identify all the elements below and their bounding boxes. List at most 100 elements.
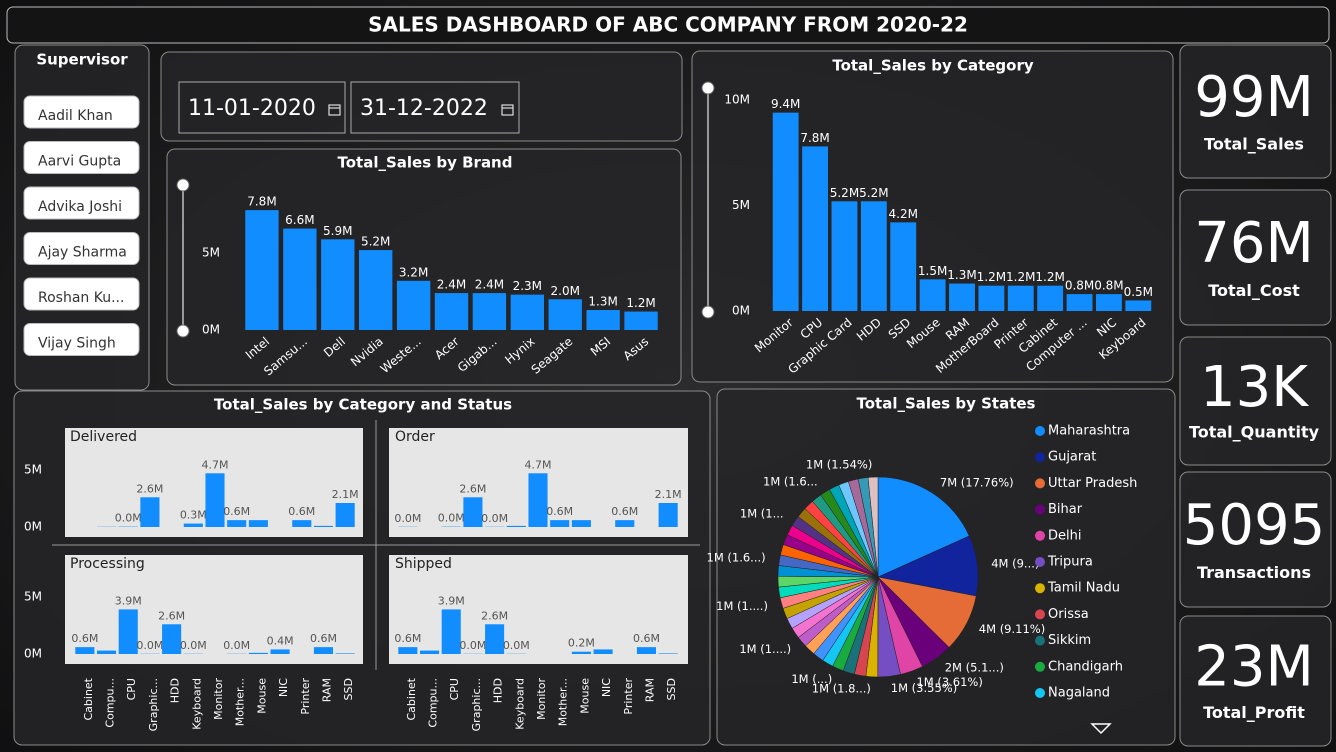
slicer-button[interactable] <box>23 141 140 174</box>
x-tick-label: Graphic... <box>147 678 160 731</box>
bar <box>472 293 507 330</box>
x-tick-label: RAM <box>643 678 656 702</box>
legend-marker <box>1035 661 1045 672</box>
bar <box>802 146 829 311</box>
data-label: 0.8M <box>1065 279 1094 293</box>
facet-title: Shipped <box>395 556 452 572</box>
legend-label: Tamil Nadu <box>1047 581 1120 596</box>
date-box[interactable] <box>350 81 520 134</box>
legend-label: Nagaland <box>1048 686 1110 701</box>
slicer-item: Advika Joshi <box>38 199 122 215</box>
slider-handle[interactable] <box>176 324 190 338</box>
slicer-button[interactable] <box>23 277 140 311</box>
legend-label: Tripura <box>1047 555 1093 570</box>
data-label: 4.7M <box>525 458 552 471</box>
pie-label: 1M (3.55%) <box>891 681 957 695</box>
legend-label: Chandigarh <box>1048 659 1123 674</box>
y-tick-label: 0M <box>202 323 220 337</box>
slicer-button[interactable] <box>23 186 140 220</box>
data-label: 1.3M <box>588 295 617 309</box>
legend-scroll[interactable] <box>1090 723 1112 735</box>
x-tick-label: Graphic... <box>470 678 483 731</box>
bar <box>270 649 290 654</box>
kpi-value: 99M <box>1194 65 1314 130</box>
data-label: 1.2M <box>977 270 1006 284</box>
data-label: 1.2M <box>1006 270 1035 284</box>
data-label: 6.6M <box>285 213 314 227</box>
data-label: 0.6M <box>611 505 638 518</box>
slicer-item: Roshan Ku... <box>38 290 124 306</box>
legend-marker <box>1035 478 1045 489</box>
data-label: 0.0M <box>481 512 508 525</box>
data-label: 2.1M <box>332 488 359 501</box>
legend-label: Delhi <box>1048 528 1081 543</box>
y-tick-label: 5M <box>202 246 220 260</box>
x-tick-label: Mouse <box>255 678 268 714</box>
data-label: 1.2M <box>626 296 655 310</box>
legend-label: Maharashtra <box>1048 424 1130 439</box>
bar <box>548 299 582 330</box>
slider-handle[interactable] <box>701 81 715 95</box>
x-tick-label: SSD <box>665 678 678 700</box>
bar <box>313 647 334 654</box>
pie-label: 7M (17.76%) <box>940 475 1014 489</box>
x-tick-label: HDD <box>169 678 182 703</box>
bar <box>1007 285 1034 311</box>
x-tick-label: Cabinet <box>82 677 95 720</box>
y-tick-label: 5M <box>732 198 750 212</box>
data-label: 1.5M <box>918 264 947 278</box>
x-tick-label: Keyboard <box>190 678 203 730</box>
slicer-button[interactable] <box>23 232 140 265</box>
data-label: 0.6M <box>223 505 250 518</box>
bar <box>245 210 279 330</box>
pie-label: 4M (9...) <box>991 557 1039 571</box>
x-tick-label: Compu... <box>427 678 440 728</box>
x-tick-label: SSD <box>342 678 355 700</box>
data-label: 0.3M <box>180 509 207 522</box>
y-tick-label: 0M <box>732 304 750 318</box>
pie-label: 1M (1.8...) <box>812 681 871 695</box>
bar <box>485 624 505 654</box>
x-tick-label: Printer <box>299 678 312 715</box>
bar <box>283 228 317 330</box>
data-label: 0.5M <box>1124 285 1153 299</box>
legend-label: Bihar <box>1048 502 1083 517</box>
data-label: 0.0M <box>115 512 142 525</box>
slider-handle[interactable] <box>701 305 715 319</box>
x-tick-label: Keyboard <box>513 678 526 730</box>
bar <box>463 497 483 527</box>
legend-marker <box>1035 530 1045 541</box>
pie-label: 2M (5.1...) <box>945 660 1004 674</box>
kpi-card <box>1179 189 1332 326</box>
x-tick-label: CPU <box>448 678 461 700</box>
slicer-item: Vijay Singh <box>38 336 116 352</box>
pie-label: 1M (1....) <box>739 642 791 656</box>
kpi-card <box>1179 44 1332 179</box>
kpi-card <box>1179 336 1332 466</box>
legend-marker <box>1035 635 1045 646</box>
bar <box>571 520 591 527</box>
chart-title: Total_Sales by Brand <box>338 154 513 172</box>
data-label: 7.8M <box>800 131 829 145</box>
data-label: 7.8M <box>247 195 276 209</box>
bar <box>419 650 440 654</box>
pie-label: 1M (1....) <box>716 599 768 613</box>
kpi-label: Total_Cost <box>1208 281 1300 300</box>
data-label: 0.0M <box>223 639 250 652</box>
pie-label: 1M (1.6...) <box>707 551 766 565</box>
bar <box>441 609 461 654</box>
slider-handle[interactable] <box>176 178 190 192</box>
legend-marker <box>1035 504 1045 515</box>
date-box[interactable] <box>178 81 346 134</box>
slicer-button[interactable] <box>23 323 140 356</box>
data-label: 0.6M <box>546 505 573 518</box>
bar <box>510 294 544 330</box>
slicer-button[interactable] <box>23 95 140 129</box>
data-label: 0.0M <box>459 639 486 652</box>
bar <box>248 652 268 654</box>
data-label: 5.2M <box>830 186 859 200</box>
pie-label: 1M (...) <box>791 672 832 686</box>
pie-slice <box>877 476 970 578</box>
data-label: 2.0M <box>551 284 580 298</box>
